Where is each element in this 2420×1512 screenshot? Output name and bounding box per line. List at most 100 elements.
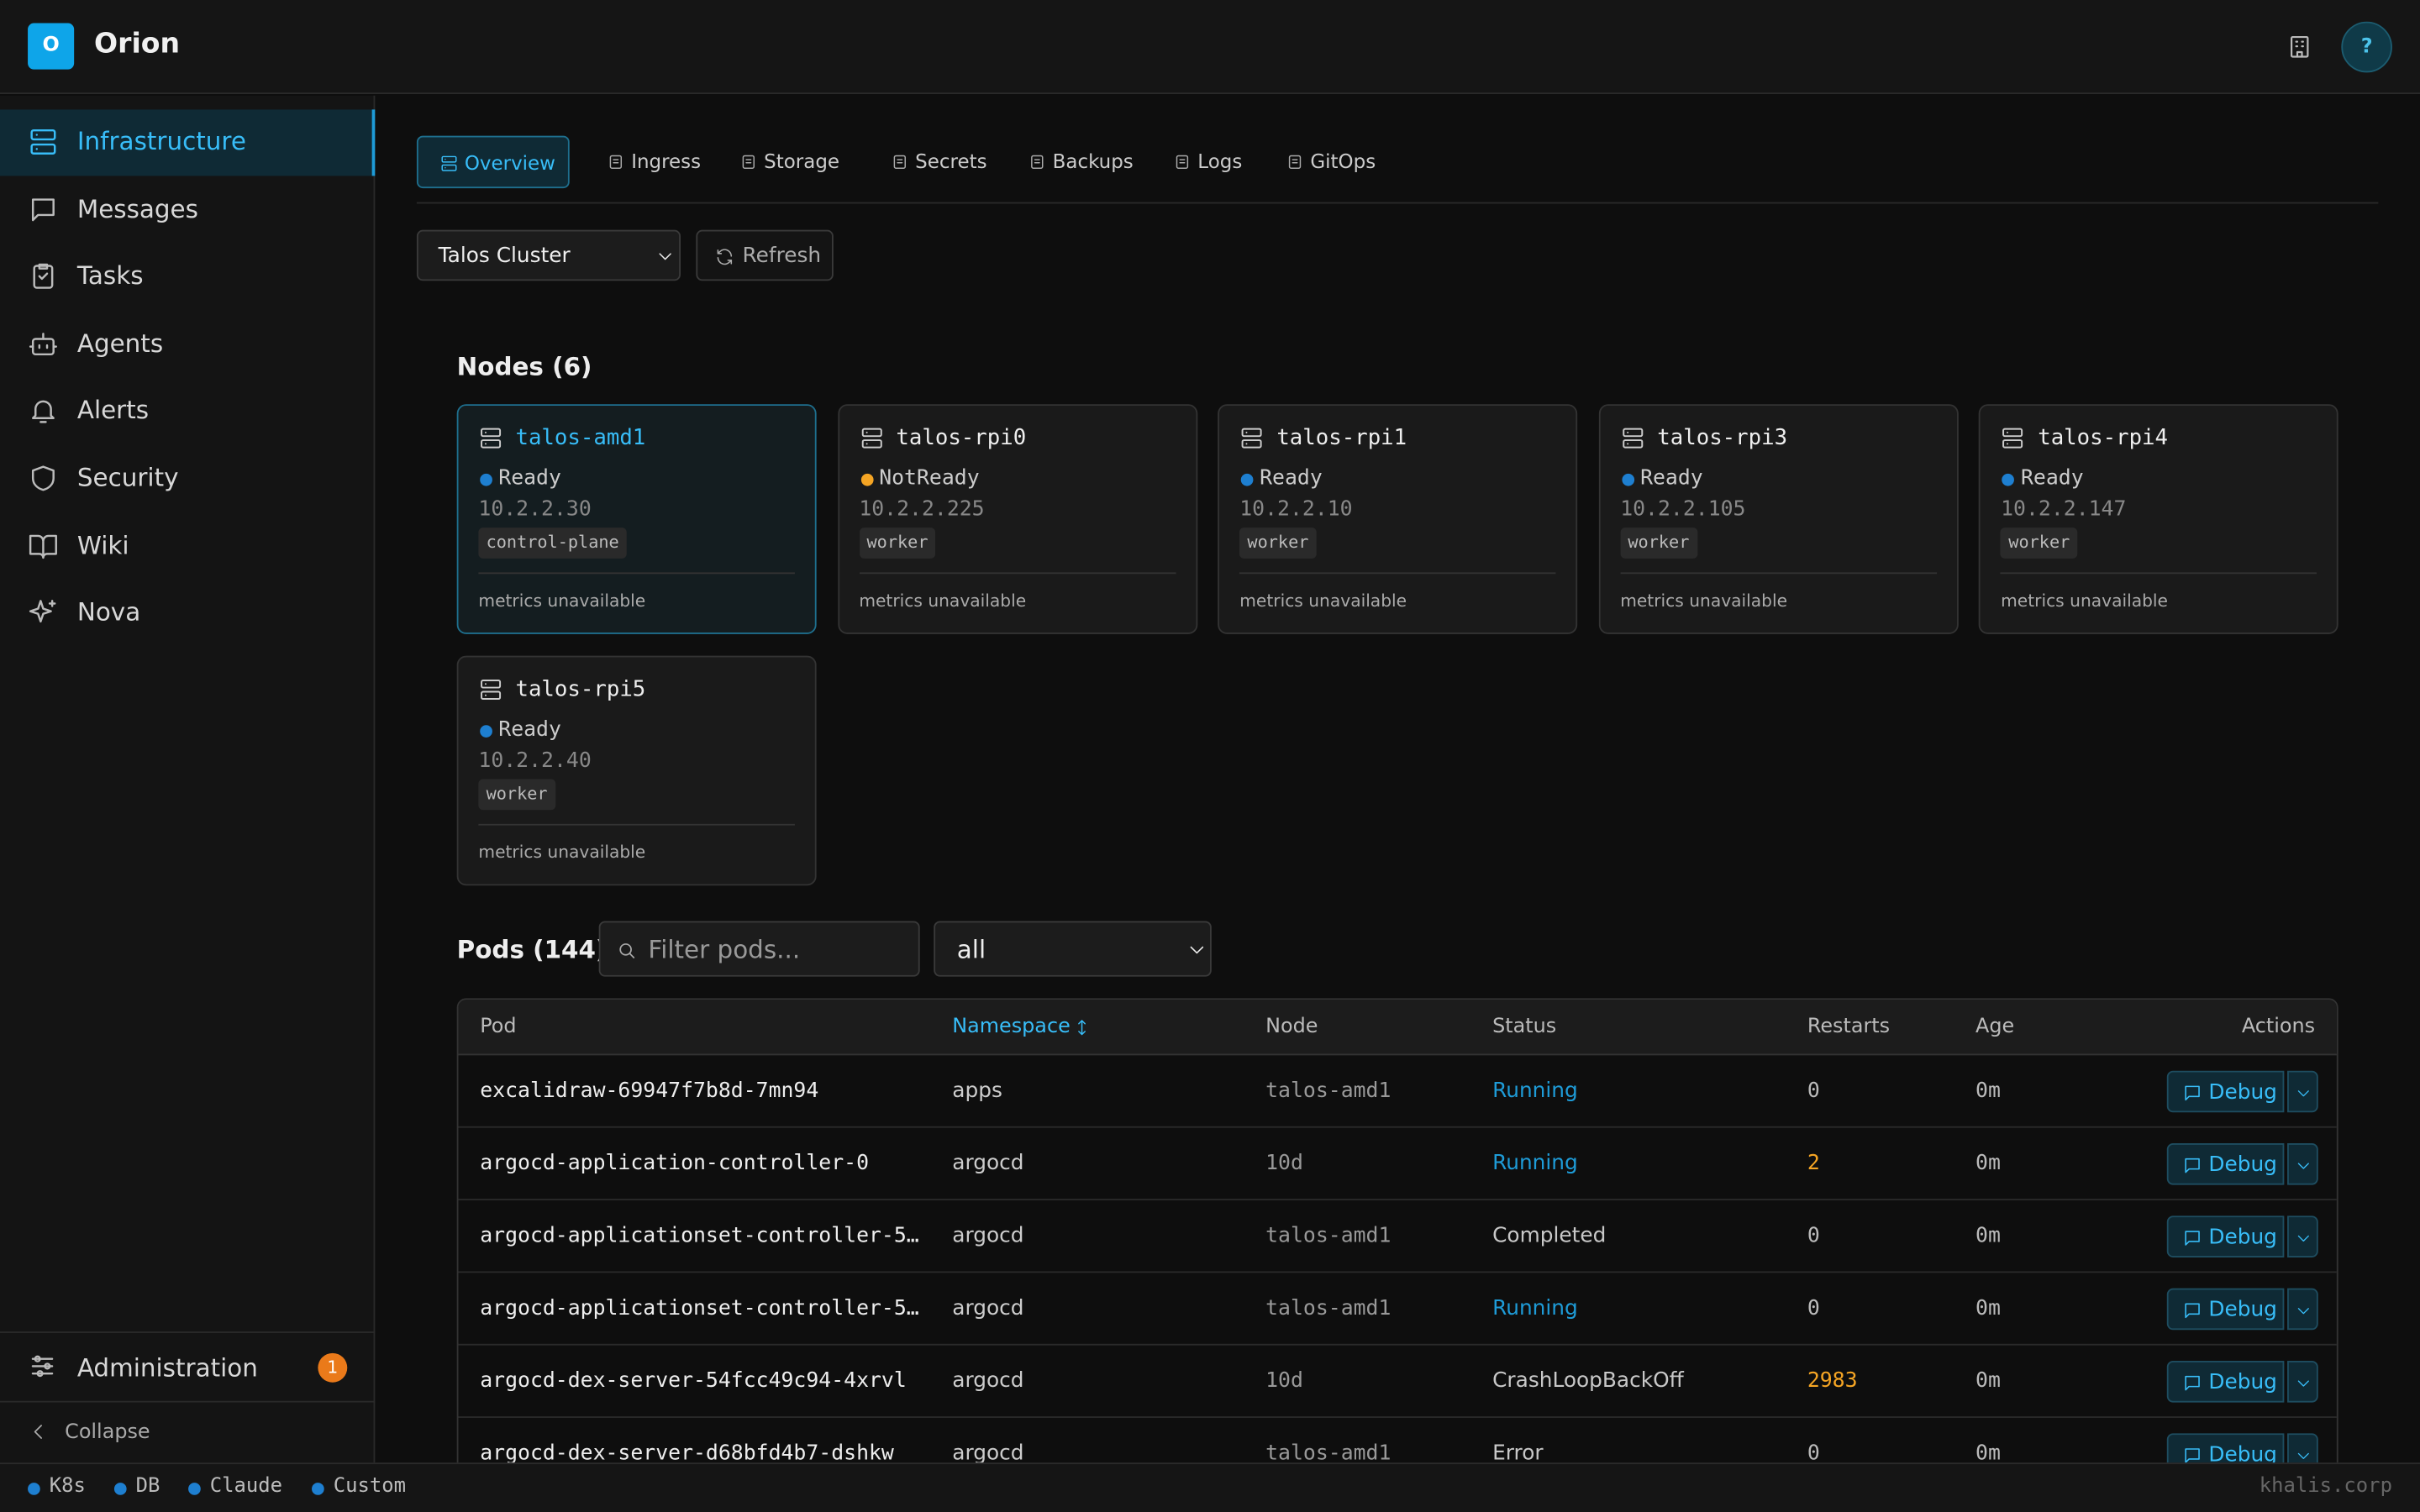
tab[interactable]: Secrets (869, 136, 991, 188)
nav-item[interactable]: Messages (0, 176, 375, 243)
nav-item[interactable]: Nova (0, 580, 375, 647)
icon (31, 1355, 54, 1378)
pod-restarts: 0 (1807, 1441, 1820, 1466)
nav-label: Wiki (76, 530, 129, 559)
status-dot (480, 473, 492, 486)
debug-button[interactable]: Debug (2166, 1215, 2285, 1257)
nav-item[interactable]: Agents (0, 312, 375, 378)
node-status: Ready (498, 717, 561, 743)
debug-menu-button[interactable] (2287, 1215, 2318, 1257)
node-name: talos-rpi0 (896, 425, 1027, 451)
node-card[interactable]: talos-rpi4 Ready 10.2.2.147 worker metrics u… (1979, 404, 2339, 634)
icon (2185, 1158, 2200, 1173)
icon (31, 197, 55, 221)
debug-menu-button[interactable] (2287, 1143, 2318, 1185)
pod-name: excalidraw-69947f7b8d-7mn94 (480, 1078, 819, 1104)
pod-restarts: 2983 (1807, 1368, 1858, 1394)
nav-label: Infrastructure (76, 126, 246, 156)
debug-menu-button[interactable] (2287, 1288, 2318, 1331)
pod-age: 0m (1975, 1295, 2001, 1321)
debug-menu-button[interactable] (2287, 1361, 2318, 1403)
pod-namespace: argocd (952, 1151, 1024, 1176)
icon (29, 332, 57, 355)
pod-restarts: 2 (1807, 1151, 1820, 1176)
pod-node: 10d (1265, 1151, 1303, 1176)
icon (659, 253, 671, 260)
help-button[interactable]: ? (2341, 21, 2392, 73)
node-card[interactable]: talos-rpi0 NotReady 10.2.2.225 worker metric… (837, 404, 1197, 634)
nav-item[interactable]: Alerts (0, 379, 375, 445)
pod-filter-placeholder: Filter pods... (648, 935, 801, 964)
node-ip: 10.2.2.10 (1239, 496, 1353, 522)
tab-label: Storage (764, 150, 840, 173)
cluster-select[interactable]: Talos Cluster (416, 229, 681, 281)
icon (29, 600, 56, 623)
node-role: worker (1239, 528, 1317, 559)
icon (893, 155, 906, 169)
node-status: Ready (1640, 465, 1703, 491)
debug-button[interactable]: Debug (2166, 1070, 2285, 1113)
admin-item[interactable]: Administration 1 (0, 1333, 375, 1401)
status-dot (28, 1483, 40, 1495)
pods-table: Pod Namespace Node Status Restarts Age Actions… (456, 998, 2338, 1493)
nav-item[interactable]: Infrastructure (0, 109, 376, 176)
node-role: worker (1620, 528, 1697, 559)
service-label: DB (135, 1474, 160, 1499)
pod-name: argocd-applicationset-controller-5… (480, 1295, 919, 1321)
collapse-button[interactable]: Collapse (0, 1403, 375, 1463)
pod-restarts: 0 (1807, 1078, 1820, 1104)
node-card[interactable]: talos-rpi3 Ready 10.2.2.105 worker metrics u… (1598, 404, 1959, 634)
divider (1620, 572, 1937, 575)
tab-label: Backups (1052, 150, 1134, 173)
sidebar (0, 95, 376, 1463)
node-role: control-plane (478, 528, 627, 559)
node-card[interactable]: talos-rpi1 Ready 10.2.2.10 worker metrics un… (1218, 404, 1578, 634)
icon (619, 943, 635, 958)
node-metrics: metrics unavailable (2001, 591, 2168, 612)
pod-filter[interactable]: Filter pods... (598, 921, 920, 977)
node-metrics: metrics unavailable (478, 842, 646, 863)
status-dot (188, 1483, 201, 1495)
tab[interactable]: GitOps (1264, 136, 1378, 188)
tab[interactable]: Overview (416, 135, 570, 189)
debug-menu-button[interactable] (2287, 1070, 2318, 1113)
node-ip: 10.2.2.40 (478, 748, 592, 774)
nav-item[interactable]: Tasks (0, 244, 375, 311)
node-card[interactable]: talos-rpi5 Ready 10.2.2.40 worker metrics un… (456, 655, 817, 886)
nav-label: Agents (76, 328, 164, 358)
nav-item[interactable]: Wiki (0, 513, 375, 580)
status-dot (860, 473, 873, 486)
tab[interactable]: Storage (718, 136, 854, 188)
pod-namespace: argocd (952, 1441, 1024, 1466)
divider (859, 572, 1176, 575)
icon (481, 428, 502, 449)
nav-item[interactable]: Security (0, 446, 375, 512)
debug-label: Debug (2208, 1079, 2277, 1105)
column-header[interactable]: Namespace (952, 1016, 1086, 1038)
cluster-select-value: Talos Cluster (438, 244, 571, 269)
icon (2297, 1235, 2309, 1242)
namespace-select-value: all (956, 935, 986, 964)
pod-status: Running (1492, 1078, 1578, 1104)
node-status: Ready (498, 465, 561, 491)
column-header: Pod (480, 1015, 517, 1039)
tab[interactable]: Backups (1007, 136, 1136, 188)
pod-restarts: 0 (1807, 1295, 1820, 1321)
icon (33, 264, 54, 290)
namespace-select[interactable]: all (934, 921, 1212, 977)
icon (861, 428, 882, 449)
table-row: argocd-applicationset-controller-5… argoc… (458, 1200, 2337, 1273)
icon (1176, 155, 1189, 169)
node-card[interactable]: talos-amd1 Ready 10.2.2.30 control-plane met… (456, 404, 817, 634)
tab[interactable]: Ingress (585, 136, 702, 188)
status-dot (1241, 473, 1254, 486)
refresh-button[interactable]: Refresh (696, 229, 834, 281)
debug-button[interactable]: Debug (2166, 1361, 2285, 1403)
header (0, 0, 2420, 95)
icon (1031, 155, 1044, 169)
debug-button[interactable]: Debug (2166, 1288, 2285, 1331)
divider (478, 823, 795, 826)
tab[interactable]: Logs (1151, 136, 1249, 188)
debug-button[interactable]: Debug (2166, 1143, 2285, 1185)
